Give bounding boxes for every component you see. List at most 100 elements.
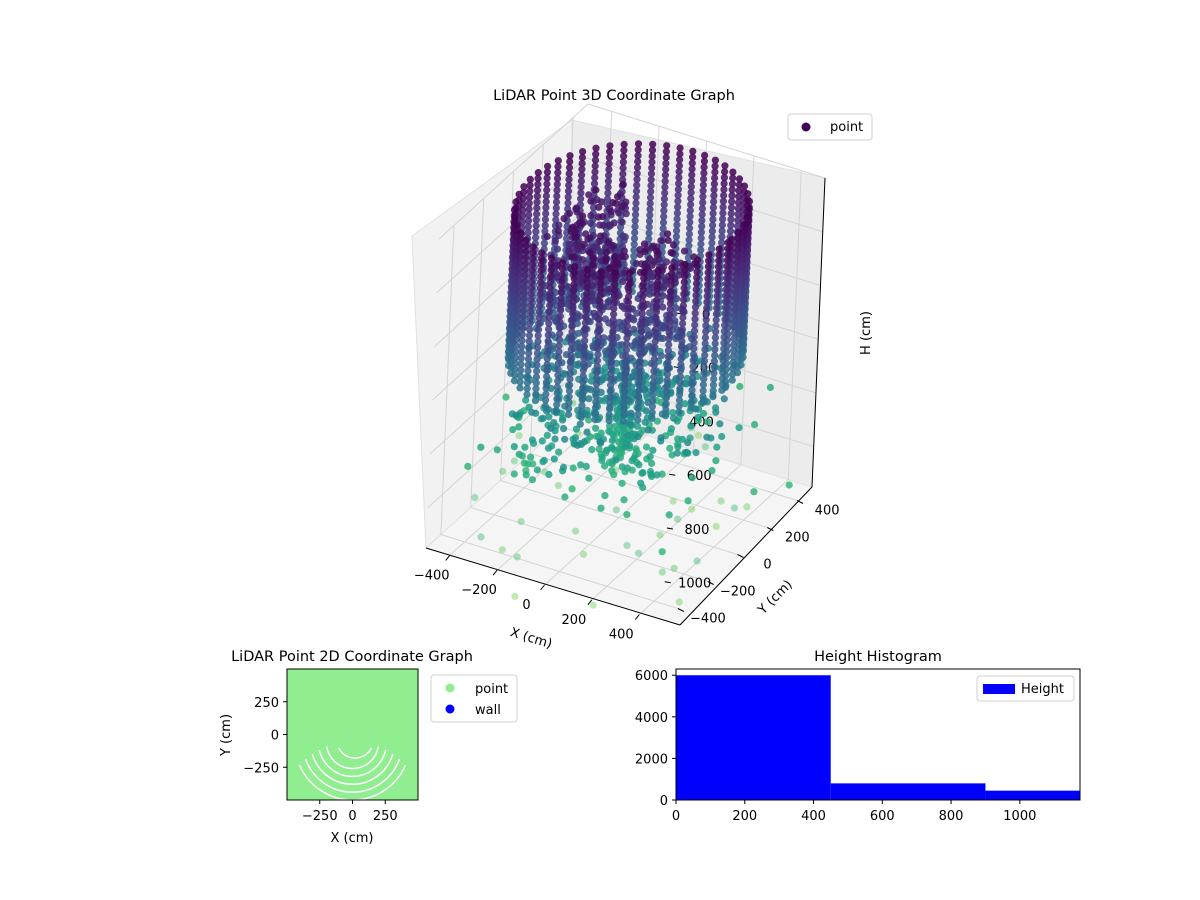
point-3d xyxy=(575,351,583,359)
point-3d xyxy=(637,333,645,341)
point-3d xyxy=(662,406,670,414)
point-3d xyxy=(577,195,585,203)
point-3d xyxy=(687,189,695,197)
x-axis-label-2d: X (cm) xyxy=(331,831,374,846)
point-3d xyxy=(552,273,560,281)
point-3d xyxy=(594,351,602,359)
point-3d xyxy=(697,240,705,248)
point-3d xyxy=(562,234,571,243)
point-3d xyxy=(731,299,740,307)
point-3d xyxy=(554,163,562,171)
point-3d xyxy=(570,275,578,283)
point-3d xyxy=(653,290,661,298)
y-tick-label-2d: 0 xyxy=(271,729,279,744)
point-3d xyxy=(719,209,727,217)
point-3d xyxy=(565,405,573,413)
point-3d xyxy=(583,411,592,419)
point-3d xyxy=(558,271,566,279)
point-3d xyxy=(691,303,700,311)
point-3d xyxy=(544,162,552,170)
point-3d xyxy=(697,234,705,242)
point-3d xyxy=(693,262,701,270)
point-3d xyxy=(528,436,537,444)
point-3d xyxy=(711,174,719,182)
point-3d xyxy=(623,541,631,550)
point-3d xyxy=(646,211,654,219)
axes-3d xyxy=(425,177,826,626)
point-3d xyxy=(592,424,600,432)
point-3d xyxy=(555,342,563,350)
point-3d xyxy=(620,393,629,401)
point-3d xyxy=(708,239,716,247)
point-3d xyxy=(641,372,649,380)
legend-2d-point-marker xyxy=(445,683,455,693)
point-3d xyxy=(605,171,613,179)
point-3d xyxy=(529,243,537,251)
point-3d xyxy=(544,331,552,339)
point-3d xyxy=(477,533,485,541)
y-axis-label-2d: Y (cm) xyxy=(219,714,234,757)
point-3d xyxy=(581,325,589,333)
point-3d xyxy=(587,212,595,220)
point-3d xyxy=(652,308,661,316)
point-3d xyxy=(593,356,602,365)
y-tick-label-histogram: 0 xyxy=(660,794,668,809)
point-3d xyxy=(553,192,561,200)
point-3d xyxy=(526,181,534,189)
point-3d xyxy=(607,375,615,383)
point-3d xyxy=(654,272,662,281)
point-3d xyxy=(537,261,545,269)
point-3d xyxy=(700,363,708,371)
point-3d xyxy=(606,387,614,395)
point-3d xyxy=(525,343,533,351)
point-3d xyxy=(581,331,589,339)
y-tick-3d xyxy=(737,554,744,558)
point-3d xyxy=(661,183,669,191)
point-3d xyxy=(567,357,575,365)
point-3d xyxy=(663,142,671,150)
point-3d xyxy=(513,312,521,320)
point-3d xyxy=(703,292,711,300)
point-3d xyxy=(634,146,642,154)
chart-2d: LiDAR Point 2D Coordinate Graph −250 0 250… xyxy=(219,649,518,846)
point-3d xyxy=(664,353,672,361)
point-3d xyxy=(570,269,579,277)
point-3d xyxy=(682,448,691,456)
point-3d xyxy=(665,323,674,331)
point-3d xyxy=(704,268,712,277)
y-tick-label-3d: 0 xyxy=(763,558,771,573)
point-3d xyxy=(719,197,728,205)
point-3d xyxy=(718,221,727,229)
point-3d xyxy=(540,239,549,247)
point-3d xyxy=(667,293,675,302)
point-3d xyxy=(718,239,726,247)
point-3d xyxy=(657,352,665,360)
point-3d xyxy=(623,510,631,519)
point-3d xyxy=(674,197,682,205)
point-3d xyxy=(589,261,597,269)
point-3d xyxy=(692,291,700,299)
point-3d xyxy=(586,353,594,361)
point-3d xyxy=(532,373,541,381)
y-tick-3d xyxy=(767,527,774,531)
point-3d xyxy=(527,453,535,461)
point-3d xyxy=(727,215,735,223)
point-3d xyxy=(592,386,600,394)
point-3d xyxy=(598,454,606,462)
point-3d xyxy=(569,310,577,318)
point-3d xyxy=(547,278,555,286)
point-3d xyxy=(704,418,712,426)
point-3d xyxy=(625,293,633,301)
point-3d xyxy=(698,210,706,219)
point-3d xyxy=(645,235,653,243)
point-3d xyxy=(609,242,617,250)
point-3d xyxy=(634,404,642,412)
histogram-bars xyxy=(676,675,1080,800)
point-3d xyxy=(567,340,576,348)
point-3d xyxy=(710,375,718,383)
point-3d xyxy=(692,280,701,288)
point-3d xyxy=(534,326,543,334)
point-3d xyxy=(611,287,619,295)
point-3d xyxy=(588,293,596,302)
grid-x-wall xyxy=(787,170,802,480)
